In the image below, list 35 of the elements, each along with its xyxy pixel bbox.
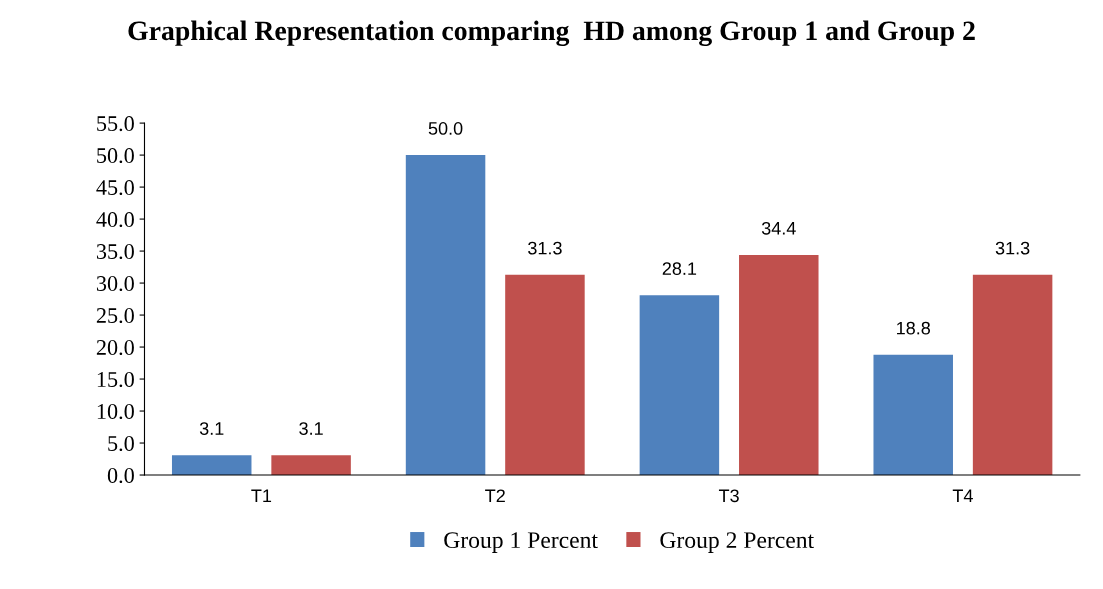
data-label: 50.0 [428,122,463,135]
y-tick-label: 50.0 [97,148,134,164]
bar [271,455,351,476]
bar [873,354,953,476]
y-tick-label: 25.0 [96,307,134,324]
x-tick-label: T3 [718,489,739,503]
data-label: 31.3 [995,241,1030,255]
y-tick-label: 20.0 [96,339,134,356]
y-tick-label: 55.0 [97,116,134,132]
y-tick-label: 40.0 [96,212,134,228]
y-tick-label: 15.0 [97,371,134,388]
data-label: 3.1 [199,422,224,435]
bar [405,155,486,476]
data-label: 3.1 [299,422,323,435]
bar [972,274,1053,476]
y-tick-label: 0.0 [107,467,134,484]
data-label: 34.4 [761,221,796,235]
x-tick-label: T1 [251,489,272,502]
y-tick-label: 5.0 [108,435,134,452]
data-label: 31.3 [528,241,562,255]
bar [639,295,720,476]
chart-title: Graphical Representation comparing HD among Group 1 and Group 2 [128,20,975,47]
x-tick-label: T2 [485,489,505,502]
data-label: 28.1 [662,262,697,275]
y-tick-label: 30.0 [96,276,134,292]
bar [739,254,819,476]
y-tick-label: 10.0 [97,403,134,420]
data-label: 18.8 [897,321,931,335]
legend-label: Group 2 Percent [660,532,814,553]
legend-label: Group 1 Percent [444,532,598,553]
bar [171,455,252,476]
y-tick-label: 35.0 [96,244,134,260]
bar [505,274,585,476]
x-tick-label: T4 [952,489,973,502]
y-tick-label: 45.0 [96,180,134,196]
